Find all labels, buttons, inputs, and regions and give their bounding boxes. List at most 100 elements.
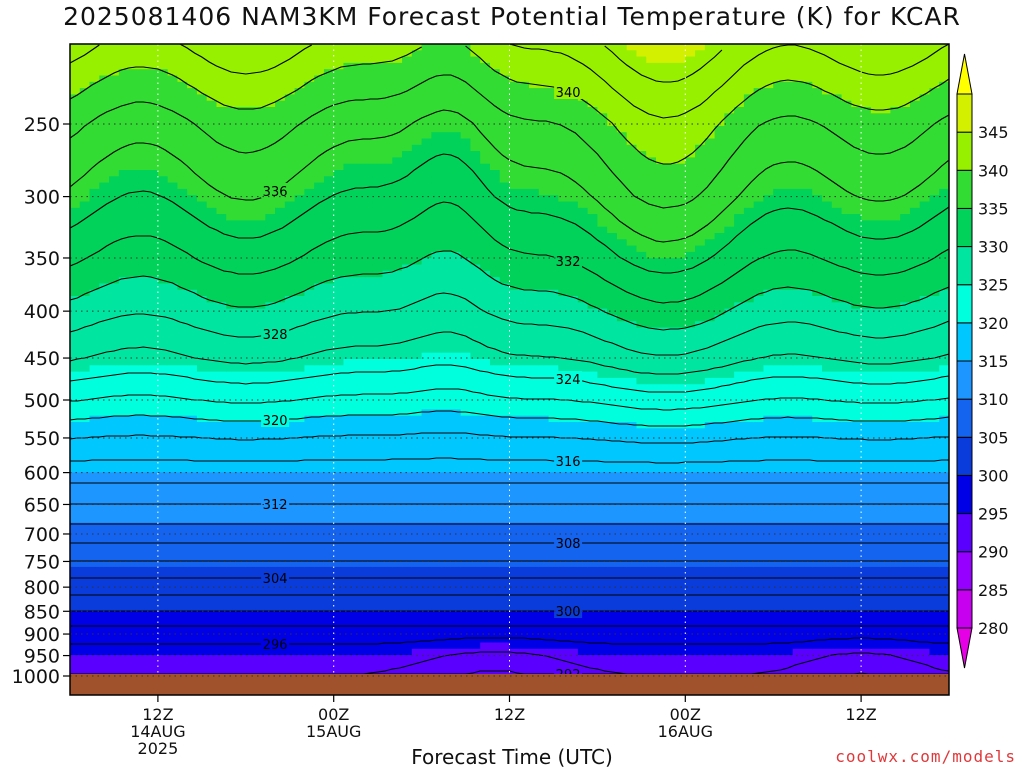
field-cell (411, 107, 423, 114)
field-cell (89, 220, 100, 228)
field-cell (343, 289, 354, 297)
field-cell (304, 50, 315, 58)
field-cell (265, 233, 276, 240)
field-cell (226, 516, 237, 524)
field-cell (245, 560, 257, 568)
field-cell (206, 333, 218, 341)
field-cell (187, 636, 198, 644)
field-cell (187, 214, 198, 221)
field-cell (177, 384, 188, 392)
field-cell (392, 617, 403, 625)
field-cell (363, 377, 374, 385)
field-cell (70, 359, 81, 366)
field-cell (275, 138, 286, 146)
field-cell (489, 321, 501, 329)
field-cell (187, 157, 198, 165)
field-cell (392, 151, 403, 158)
field-cell (450, 251, 462, 259)
field-cell (226, 440, 237, 448)
field-cell (255, 554, 266, 562)
field-cell (392, 69, 403, 77)
field-cell (323, 207, 335, 215)
field-cell (216, 62, 227, 70)
field-cell (304, 220, 315, 228)
field-cell (206, 617, 218, 625)
field-cell (382, 478, 393, 486)
field-cell (109, 296, 120, 303)
field-cell (167, 598, 179, 606)
field-cell (255, 100, 266, 108)
field-cell (441, 403, 452, 410)
field-cell (294, 472, 305, 480)
field-cell (167, 321, 179, 329)
field-cell (138, 503, 149, 511)
field-cell (470, 226, 481, 234)
field-cell (421, 365, 432, 373)
field-cell (167, 566, 179, 574)
field-cell (109, 170, 120, 177)
field-cell (284, 214, 296, 221)
field-cell (236, 138, 247, 146)
field-cell (245, 548, 257, 555)
field-cell (89, 611, 100, 618)
field-cell (89, 44, 100, 51)
field-cell (99, 422, 110, 429)
field-cell (148, 270, 159, 278)
field-cell (294, 648, 305, 656)
field-cell (353, 44, 364, 51)
field-cell (70, 491, 81, 499)
field-cell (284, 226, 296, 234)
field-cell (363, 573, 374, 581)
field-cell (245, 409, 257, 417)
field-cell (304, 107, 315, 114)
field-cell (167, 459, 179, 467)
field-cell (216, 522, 227, 530)
field-cell (118, 529, 130, 536)
field-cell (255, 434, 266, 442)
field-cell (402, 566, 413, 574)
field-cell (304, 327, 315, 335)
field-cell (294, 548, 305, 555)
field-cell (499, 258, 511, 266)
field-cell (148, 333, 159, 341)
field-cell (70, 459, 81, 467)
field-cell (431, 277, 442, 284)
field-cell (548, 604, 559, 612)
field-cell (323, 270, 335, 278)
field-cell (343, 579, 354, 587)
field-cell (519, 132, 530, 140)
field-cell (128, 371, 139, 379)
field-cell (294, 396, 305, 404)
field-cell (216, 529, 227, 536)
field-cell (548, 157, 559, 165)
field-cell (441, 188, 452, 196)
field-cell (323, 195, 335, 203)
field-cell (216, 251, 227, 259)
field-cell (196, 522, 208, 530)
field-cell (509, 144, 520, 152)
field-cell (353, 132, 364, 140)
field-cell (216, 422, 227, 429)
field-cell (460, 485, 472, 492)
field-cell (187, 478, 198, 486)
field-cell (421, 585, 432, 593)
field-cell (118, 491, 130, 499)
field-cell (177, 623, 188, 631)
field-cell (529, 472, 540, 480)
field-cell (226, 447, 237, 455)
field-cell (70, 623, 81, 631)
field-cell (343, 371, 354, 379)
field-cell (138, 472, 149, 480)
field-cell (353, 485, 364, 492)
field-cell (109, 472, 120, 480)
field-cell (529, 636, 540, 644)
field-cell (323, 107, 335, 114)
field-cell (118, 321, 130, 329)
field-cell (470, 144, 481, 152)
field-cell (109, 333, 120, 341)
field-cell (333, 81, 345, 89)
field-cell (323, 403, 335, 410)
field-cell (372, 447, 384, 455)
field-cell (245, 516, 257, 524)
field-cell (489, 251, 501, 259)
